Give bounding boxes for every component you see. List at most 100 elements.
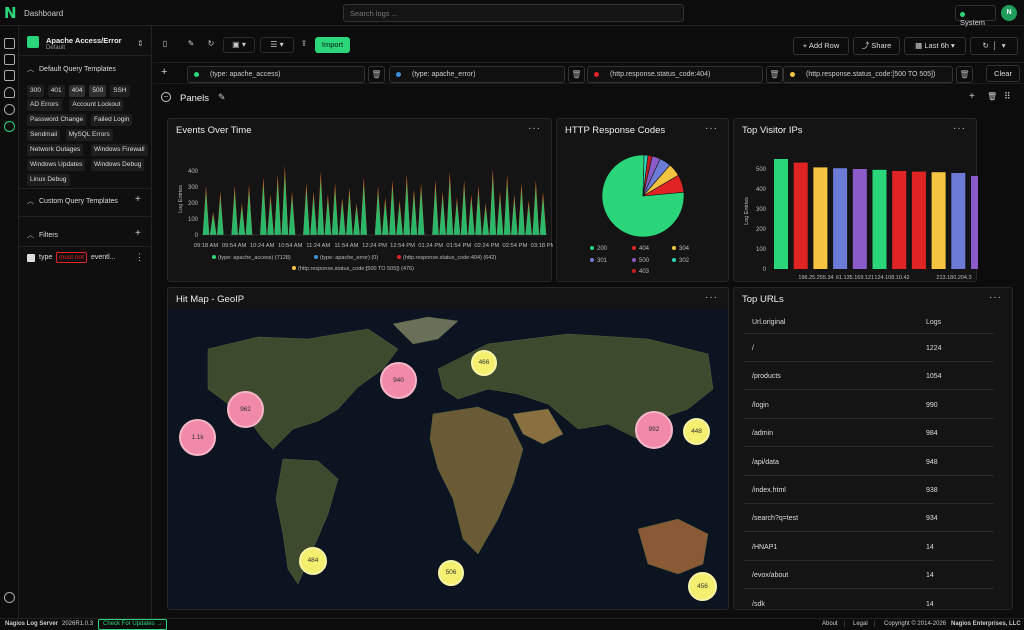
template-tag[interactable]: Failed Login bbox=[91, 114, 133, 126]
map-cluster-marker[interactable]: 456 bbox=[688, 572, 717, 601]
about-link[interactable]: About bbox=[822, 621, 838, 627]
map-cluster-marker[interactable]: 962 bbox=[227, 391, 264, 428]
legend-entry[interactable]: 304 bbox=[679, 246, 690, 252]
table-row[interactable]: /products 1054 bbox=[744, 362, 994, 391]
trash-icon[interactable]: 🗑 bbox=[956, 66, 973, 83]
template-tag[interactable]: 300 bbox=[27, 85, 44, 97]
home-icon[interactable] bbox=[4, 38, 15, 49]
bell-icon[interactable] bbox=[4, 87, 15, 98]
panel-menu-icon[interactable]: ··· bbox=[989, 292, 1002, 303]
template-tag[interactable]: SSH bbox=[110, 85, 130, 97]
legend-entry[interactable]: (type: apache_error) (0) bbox=[320, 255, 378, 261]
edit-icon[interactable]: ✎ bbox=[218, 92, 226, 102]
legend-dot[interactable] bbox=[397, 255, 401, 259]
column-header-logs[interactable]: Logs bbox=[926, 319, 942, 326]
template-tag[interactable]: Account Lockout bbox=[69, 99, 124, 111]
legend-dot[interactable] bbox=[672, 246, 676, 250]
table-row[interactable]: /sdk 14 bbox=[744, 590, 994, 609]
filter-checkbox[interactable] bbox=[27, 254, 35, 262]
table-row[interactable]: /index.html 938 bbox=[744, 476, 994, 504]
legend-entry[interactable]: (type: apache_access) (7128) bbox=[218, 255, 291, 261]
query-field[interactable]: (http.response.status_code:[500 TO 505]) bbox=[783, 66, 953, 83]
legend-dot[interactable] bbox=[632, 246, 636, 250]
trash-icon[interactable]: 🗑 bbox=[987, 92, 998, 101]
add-filter-icon[interactable]: + bbox=[135, 228, 141, 239]
add-row-button[interactable]: + Add Row bbox=[793, 37, 849, 55]
default-templates-header[interactable]: ︿ Default Query Templates bbox=[27, 64, 116, 74]
legend-entry[interactable]: 500 bbox=[639, 258, 650, 264]
import-button[interactable]: Import bbox=[315, 37, 350, 53]
search-input[interactable]: Search logs ... bbox=[343, 4, 684, 22]
template-tag[interactable]: Sendmail bbox=[27, 129, 61, 141]
auto-refresh-button[interactable]: ↻ │ ▾ bbox=[970, 37, 1018, 55]
query-color-dot[interactable] bbox=[194, 72, 199, 77]
bar[interactable] bbox=[852, 169, 867, 269]
legend-dot[interactable] bbox=[212, 255, 216, 259]
table-row[interactable]: /admin 984 bbox=[744, 419, 994, 448]
template-tag[interactable]: 500 bbox=[89, 85, 107, 97]
map-cluster-marker[interactable]: 484 bbox=[299, 547, 327, 575]
legend-entry[interactable]: 302 bbox=[679, 258, 690, 264]
add-query-icon[interactable]: + bbox=[161, 66, 168, 78]
legal-link[interactable]: Legal bbox=[853, 621, 868, 627]
map-cluster-marker[interactable]: 466 bbox=[471, 350, 497, 376]
table-row[interactable]: /api/data 948 bbox=[744, 448, 994, 476]
legend-dot[interactable] bbox=[590, 258, 594, 262]
filter-operator[interactable]: must not bbox=[56, 252, 87, 263]
share-button[interactable]: ⤴ Share bbox=[853, 37, 900, 55]
legend-entry[interactable]: 200 bbox=[597, 246, 608, 252]
panel-menu-icon[interactable]: ··· bbox=[705, 123, 718, 134]
template-tag[interactable]: 404 bbox=[68, 85, 86, 97]
system-button[interactable]: System bbox=[955, 5, 996, 27]
legend-dot[interactable] bbox=[314, 255, 318, 259]
panel-menu-icon[interactable]: ··· bbox=[705, 292, 718, 303]
panel-menu-icon[interactable]: ··· bbox=[953, 123, 966, 134]
layout-dropdown[interactable]: ☰ ▾ bbox=[260, 37, 294, 53]
bar[interactable] bbox=[911, 171, 926, 269]
template-tag[interactable]: Windows Debug bbox=[91, 159, 145, 171]
bar[interactable] bbox=[971, 176, 978, 269]
add-circle-icon[interactable] bbox=[4, 121, 15, 132]
query-color-dot[interactable] bbox=[594, 72, 599, 77]
sidebar-toggle-icon[interactable]: ▯ bbox=[162, 39, 168, 48]
map-cluster-marker[interactable]: 992 bbox=[635, 411, 673, 449]
settings-icon[interactable] bbox=[4, 104, 15, 115]
template-tag[interactable]: Windows Firewall bbox=[91, 144, 148, 156]
time-range-button[interactable]: ▦ Last 6h ▾ bbox=[904, 37, 966, 55]
document-icon[interactable] bbox=[4, 70, 15, 81]
bar[interactable] bbox=[892, 171, 907, 269]
help-icon[interactable] bbox=[4, 592, 15, 603]
dashboard-icon[interactable] bbox=[4, 54, 15, 65]
breadcrumb[interactable]: Dashboard bbox=[24, 9, 64, 18]
table-row[interactable]: /search?q=test 934 bbox=[744, 504, 994, 533]
filters-header[interactable]: ︿ Filters bbox=[27, 230, 58, 240]
check-updates-button[interactable]: Check For Updates → bbox=[98, 619, 168, 630]
avatar[interactable]: N bbox=[1001, 5, 1017, 21]
map-cluster-marker[interactable]: 506 bbox=[438, 560, 464, 586]
template-tag[interactable]: AD Errors bbox=[27, 99, 62, 111]
legend-dot[interactable] bbox=[292, 266, 296, 270]
table-row[interactable]: /HNAP1 14 bbox=[744, 533, 994, 561]
bar[interactable] bbox=[951, 173, 966, 269]
template-tag[interactable]: 401 bbox=[47, 85, 65, 97]
bar[interactable] bbox=[872, 169, 887, 269]
add-panel-icon[interactable]: + bbox=[969, 91, 975, 102]
add-template-icon[interactable]: + bbox=[135, 194, 141, 205]
pie-slice-404[interactable] bbox=[642, 174, 685, 197]
legend-dot[interactable] bbox=[672, 258, 676, 262]
legend-entry[interactable]: (http.response.status_code:[500 TO 505])… bbox=[298, 266, 414, 272]
custom-templates-header[interactable]: ︿ Custom Query Templates bbox=[27, 196, 118, 206]
template-tag[interactable]: Windows Updates bbox=[27, 159, 86, 171]
export-icon[interactable]: ⇪ bbox=[300, 39, 308, 48]
bar[interactable] bbox=[774, 159, 788, 269]
grid-handle-icon[interactable]: ⠿ bbox=[1004, 91, 1011, 101]
template-tag[interactable]: MySQL Errors bbox=[65, 129, 113, 141]
legend-dot[interactable] bbox=[590, 246, 594, 250]
legend-entry[interactable]: (http.response.status_code:404) (642) bbox=[403, 255, 496, 261]
query-color-dot[interactable] bbox=[396, 72, 401, 77]
trash-icon[interactable]: 🗑 bbox=[368, 66, 385, 83]
column-header-url[interactable]: Url.original bbox=[752, 319, 786, 326]
dashboard-title[interactable]: Apache Access/Error bbox=[46, 36, 122, 45]
table-row[interactable]: /evox/about 14 bbox=[744, 561, 994, 590]
clear-button[interactable]: Clear bbox=[986, 65, 1020, 82]
